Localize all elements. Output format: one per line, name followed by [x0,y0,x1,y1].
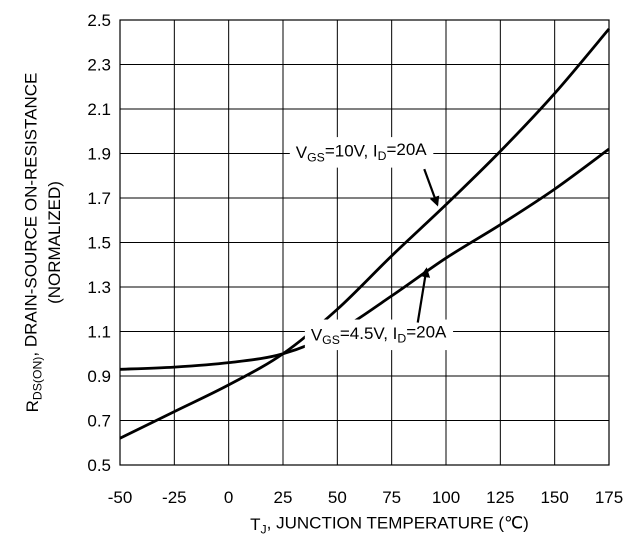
text-part: ℃ [504,514,523,533]
y-tick-label: 1.7 [87,189,111,208]
x-tick-label: 175 [595,488,623,507]
annotation-background [289,137,434,168]
y-tick-label: 1.5 [87,234,111,253]
x-axis-title: TJ, JUNCTION TEMPERATURE (℃) [250,514,529,537]
subscript: D [378,149,387,163]
annotation-label: VGS=4.5V, ID=20A [311,323,447,348]
annotation-arrow [416,267,431,323]
text-part: ) [523,514,529,533]
text-part: V [296,143,308,162]
x-tick-label: 25 [274,488,293,507]
y-tick-label: 0.7 [87,412,111,431]
grid [119,19,610,466]
y-tick-label: 1.3 [87,278,111,297]
y-tick-label: 2.1 [87,100,111,119]
text-part: T [250,515,260,534]
y-axis-title-line2: (NORMALIZED) [45,181,64,304]
y-tick-label: 2.3 [87,56,111,75]
series-annotation-1: VGS=10V, ID=20A [289,137,440,207]
text-part: R [23,400,42,412]
text-part: =20A [406,323,447,342]
y-tick-label: 0.5 [87,456,111,475]
x-tick-label: 150 [540,488,568,507]
text-part: =20A [386,140,427,159]
subscript: D [397,332,406,346]
y-axis-title-line1: RDS(ON), DRAIN-SOURCE ON-RESISTANCE [22,73,45,413]
series-line-2 [119,147,610,371]
text-part: =4.5V, I [340,324,398,343]
series-lines [119,27,611,440]
x-tick-label: -50 [108,488,133,507]
axes: -50 -25 0 25 50 75 100 125 150 175 2.5 2.3 2.1 1.9 1.7… [87,11,623,507]
subscript: J [261,523,267,537]
text-part: V [311,325,323,344]
plot-border [119,19,610,466]
x-tick-label: 75 [382,488,401,507]
y-tick-label: 0.9 [87,367,111,386]
y-axis-title: RDS(ON), DRAIN-SOURCE ON-RESISTANCE (NORM… [22,73,64,413]
y-tick-label: 1.9 [87,145,111,164]
y-tick-label: 2.5 [87,11,111,30]
axis-labels: TJ, JUNCTION TEMPERATURE (℃) RDS(ON), DRA… [22,73,529,537]
x-tick-label: -25 [162,488,187,507]
subscript: DS(ON) [31,357,45,401]
y-tick-label: 1.1 [87,323,111,342]
series-line-1 [119,27,611,440]
series-annotation-2: VGS=4.5V, ID=20A [304,267,454,351]
text-part: , JUNCTION TEMPERATURE ( [267,514,505,533]
subscript: GS [322,333,340,347]
annotation-background [304,319,454,351]
x-tick-label: 100 [432,488,460,507]
x-tick-label: 0 [224,488,233,507]
subscript: GS [307,151,325,165]
x-tick-label: 50 [328,488,347,507]
annotation-arrow [423,168,440,207]
annotation-label: VGS=10V, ID=20A [296,140,428,165]
x-tick-label: 125 [486,488,514,507]
text-part: =10V, I [325,142,378,161]
text-part: , DRAIN-SOURCE ON-RESISTANCE [22,73,41,357]
